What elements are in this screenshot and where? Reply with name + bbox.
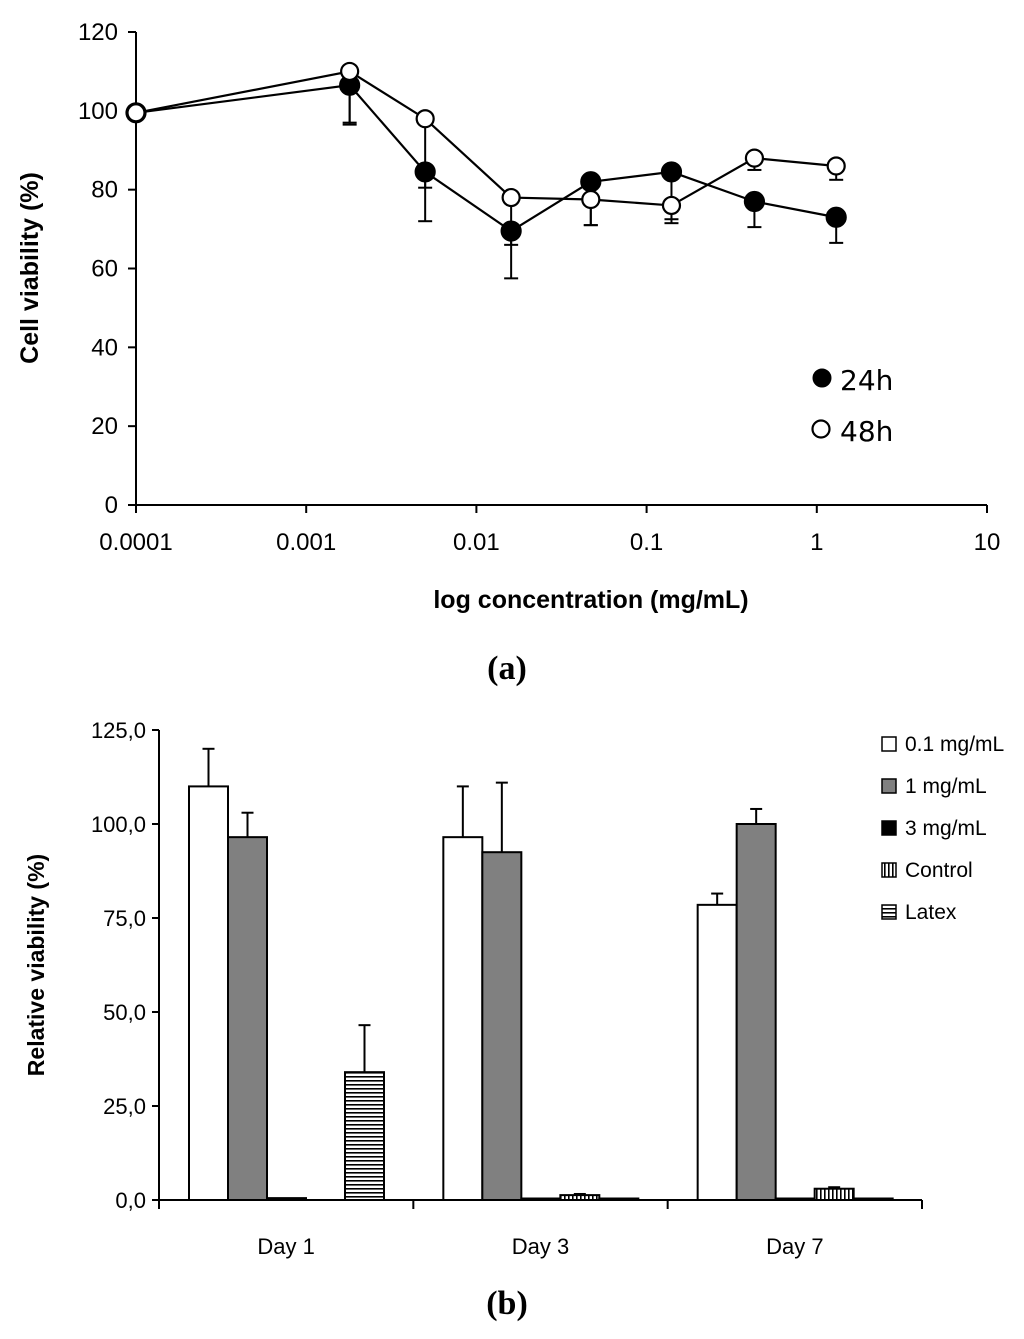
chart-a-y-axis-title: Cell viability (%)	[16, 172, 44, 364]
data-point-48h	[826, 156, 846, 176]
data-point-48h	[501, 187, 521, 208]
y-tick-label-80: 80	[91, 177, 118, 204]
y-tick-label-0: 0	[105, 492, 118, 519]
legend-swatch-0-1-mg	[881, 736, 897, 752]
bar-day-7-3-mg-ml	[774, 1197, 816, 1201]
panel-label-b: (b)	[486, 1285, 528, 1322]
bar-day-7-1-mg-ml	[735, 823, 777, 1201]
chart-b-bars	[188, 747, 894, 1202]
x-tick-label-0.0001: 0.0001	[99, 529, 172, 556]
chart-a-legend: 24h 48h	[811, 364, 893, 448]
chart-b-y-ticks: 0,0 25,0 50,0 75,0 100,0 125,0	[91, 718, 159, 1213]
chart-a-y-ticks: 0 20 40 60 80 100 120	[78, 19, 136, 519]
data-point-48h	[126, 103, 146, 123]
data-point-48h	[340, 61, 360, 82]
category-label-day-3: Day 3	[512, 1234, 569, 1259]
legend-swatch-1-mg	[881, 778, 897, 794]
x-tick-label-1: 1	[810, 529, 823, 556]
legend-label-24h: 24h	[840, 364, 893, 397]
y-tick-label-0-0: 0,0	[115, 1188, 146, 1213]
y-tick-label-100-0: 100,0	[91, 812, 146, 837]
x-tick-label-10: 10	[974, 529, 1001, 556]
y-tick-label-40: 40	[91, 334, 118, 361]
y-tick-label-75-0: 75,0	[103, 906, 146, 931]
bar-day-1-3-mg-ml	[266, 1197, 307, 1201]
category-label-day-1: Day 1	[257, 1234, 314, 1259]
series-line-48h	[135, 70, 837, 207]
data-point-48h	[744, 148, 765, 168]
legend-marker-48h	[811, 419, 831, 439]
y-tick-label-100: 100	[78, 98, 118, 125]
y-tick-label-20: 20	[91, 413, 118, 440]
legend-label-3-mg: 3 mg/mL	[905, 817, 987, 840]
data-point-24h	[660, 161, 683, 183]
y-tick-label-125-0: 125,0	[91, 718, 146, 743]
bar-day-1-0-1-mg-ml	[188, 785, 229, 1202]
bar-day-3-0-1-mg-ml	[442, 836, 484, 1201]
y-tick-label-50-0: 50,0	[103, 1000, 146, 1025]
bar-day-3-control	[559, 1194, 601, 1202]
chart-a-x-axis-title: log concentration (mg/mL)	[433, 586, 748, 614]
category-label-day-7: Day 7	[766, 1234, 823, 1259]
panel-label-a: (a)	[487, 650, 527, 687]
x-tick-label-0.01: 0.01	[453, 529, 500, 556]
legend-label-latex: Latex	[905, 901, 957, 924]
legend-marker-24h	[812, 368, 832, 388]
data-point-24h	[414, 161, 436, 183]
data-point-24h	[500, 220, 522, 242]
legend-label-control: Control	[905, 859, 973, 882]
bar-day-3-1-mg-ml	[481, 851, 523, 1201]
legend-label-1-mg: 1 mg/mL	[905, 775, 987, 798]
y-tick-label-25-0: 25,0	[103, 1094, 146, 1119]
legend-swatch-3-mg	[881, 820, 897, 836]
x-tick-label-0.001: 0.001	[276, 529, 336, 556]
data-point-48h	[661, 195, 682, 216]
legend-swatch-latex	[881, 904, 897, 920]
x-tick-label-0.1: 0.1	[630, 529, 663, 556]
data-point-24h	[743, 190, 766, 213]
bar-day-7-latex	[852, 1197, 894, 1201]
legend-label-48h: 48h	[840, 415, 893, 448]
series-line-24h	[135, 84, 837, 233]
bar-day-1-1-mg-ml	[227, 836, 268, 1201]
y-tick-label-120: 120	[78, 19, 118, 46]
chart-b-legend: 0.1 mg/mL 1 mg/mL 3 mg/mL Control Latex	[881, 733, 1004, 924]
chart-a-x-ticks: 0.0001 0.001 0.01 0.1 1 10	[99, 505, 1000, 556]
data-point-24h	[825, 206, 847, 228]
legend-swatch-control	[881, 862, 897, 878]
chart-b-y-axis-title: Relative viability (%)	[23, 854, 49, 1076]
chart-b-x-ticks: Day 1 Day 3 Day 7	[158, 1200, 923, 1259]
bar-day-3-latex	[598, 1197, 640, 1201]
y-tick-label-60: 60	[91, 256, 118, 283]
chart-a-series	[125, 61, 847, 280]
bar-day-7-0-1-mg-ml	[696, 903, 738, 1202]
data-point-24h	[580, 171, 602, 193]
legend-label-0-1-mg: 0.1 mg/mL	[905, 733, 1004, 756]
data-point-48h	[415, 109, 435, 129]
bar-day-7-control	[813, 1187, 855, 1201]
data-point-48h	[581, 189, 601, 210]
bar-day-1-latex	[344, 1071, 385, 1202]
chart-a: 0 20 40 60 80 100 120 0.0001 0.001 0.01 0.1 1 10 Ce…	[16, 19, 1000, 687]
bar-day-3-3-mg-ml	[520, 1197, 562, 1201]
